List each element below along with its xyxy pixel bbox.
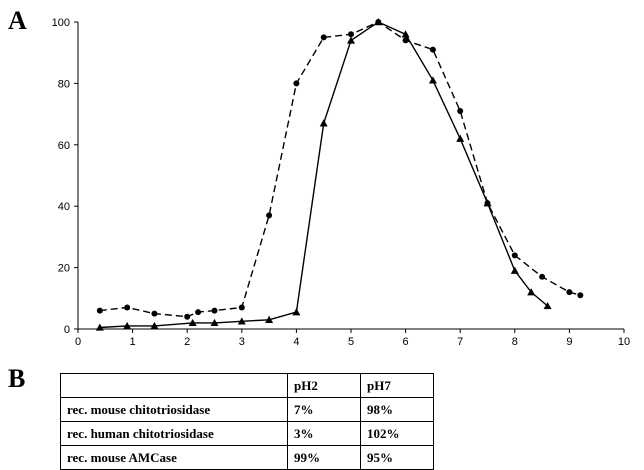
data-point-circle — [402, 37, 409, 44]
y-tick-label: 0 — [64, 324, 70, 336]
x-tick-label: 2 — [184, 336, 190, 345]
data-point-triangle — [150, 321, 159, 330]
y-tick-label: 60 — [58, 140, 70, 152]
x-tick-label: 5 — [348, 336, 354, 345]
table-cell-enzyme: rec. mouse AMCase — [60, 445, 288, 470]
data-point-triangle — [483, 199, 492, 207]
table-cell-enzyme: rec. human chitotriosidase — [60, 421, 288, 446]
chart-series — [95, 18, 584, 331]
data-point-triangle — [123, 321, 132, 330]
table-cell-ph2: 7% — [287, 397, 361, 422]
data-point-triangle — [527, 288, 536, 296]
data-point-circle — [96, 307, 103, 314]
data-point-circle — [577, 292, 584, 299]
table-cell-enzyme: rec. mouse chitotriosidase — [60, 397, 288, 422]
x-tick-label: 6 — [403, 336, 409, 345]
data-point-triangle — [510, 266, 519, 274]
panel-a-label: A — [8, 6, 27, 35]
x-tick-label: 10 — [618, 336, 630, 345]
y-tick-label: 80 — [58, 78, 70, 90]
data-point-circle — [539, 273, 546, 280]
table-cell-ph7: 95% — [360, 445, 434, 470]
series-line — [99, 21, 549, 329]
table-cell-ph7: 98% — [360, 397, 434, 422]
y-tick-label: 100 — [52, 17, 70, 29]
activity-chart: 0 20 40 60 80 100 0 1 2 3 4 5 6 7 8 9 10 — [52, 17, 630, 345]
data-point-circle — [457, 108, 464, 115]
data-point-triangle — [347, 36, 355, 44]
x-tick-label: 8 — [512, 336, 518, 345]
data-point-triangle — [95, 323, 104, 331]
data-point-triangle — [374, 18, 383, 26]
panel-b-label: B — [8, 364, 26, 393]
data-point-circle — [184, 313, 191, 320]
x-tick-label: 1 — [130, 336, 136, 345]
table-header-cell: pH2 — [287, 373, 361, 398]
data-point-circle — [320, 34, 327, 41]
y-tick-label: 20 — [58, 263, 70, 275]
table-header-cell — [60, 373, 288, 398]
x-tick-label: 9 — [566, 336, 572, 345]
data-point-triangle — [543, 301, 552, 310]
table-cell-ph2: 99% — [287, 445, 361, 470]
data-point-circle — [238, 304, 245, 311]
data-point-triangle — [319, 119, 328, 127]
series-line — [99, 21, 581, 318]
x-tick-label: 0 — [75, 336, 81, 345]
data-point-triangle — [401, 30, 410, 38]
x-tick-label: 3 — [239, 336, 245, 345]
series-dashed-circles — [96, 19, 584, 320]
data-point-triangle — [456, 134, 465, 142]
data-point-circle — [429, 46, 436, 53]
data-point-triangle — [210, 318, 219, 327]
data-point-circle — [211, 307, 218, 314]
data-point-triangle — [188, 318, 197, 327]
x-tick-label: 4 — [293, 336, 299, 345]
table-cell-ph2: 3% — [287, 421, 361, 446]
table-header-cell: pH7 — [360, 373, 434, 398]
data-point-circle — [124, 304, 131, 311]
chart-axes: 0 20 40 60 80 100 0 1 2 3 4 5 6 7 8 9 10 — [52, 17, 630, 345]
data-point-circle — [348, 31, 354, 38]
data-point-circle — [266, 212, 273, 219]
x-tick-label: 7 — [457, 336, 463, 345]
data-point-triangle — [237, 317, 246, 325]
data-point-triangle — [292, 308, 301, 316]
table-row: rec. human chitotriosidase 3% 102% — [60, 421, 434, 446]
series-solid-triangles — [95, 18, 552, 331]
data-point-circle — [151, 310, 158, 317]
table-cell-ph7: 102% — [360, 421, 434, 446]
data-point-circle — [566, 289, 573, 296]
data-point-circle — [195, 309, 202, 316]
table-header-row: pH2 pH7 — [60, 373, 434, 398]
y-tick-label: 40 — [58, 201, 70, 213]
data-point-circle — [293, 80, 300, 87]
ph-activity-table: pH2 pH7 rec. mouse chitotriosidase 7% 98… — [60, 373, 434, 470]
data-point-triangle — [265, 315, 274, 323]
table-row: rec. mouse chitotriosidase 7% 98% — [60, 397, 434, 422]
data-point-circle — [511, 252, 518, 259]
data-point-triangle — [428, 76, 437, 84]
table-row: rec. mouse AMCase 99% 95% — [60, 445, 434, 470]
